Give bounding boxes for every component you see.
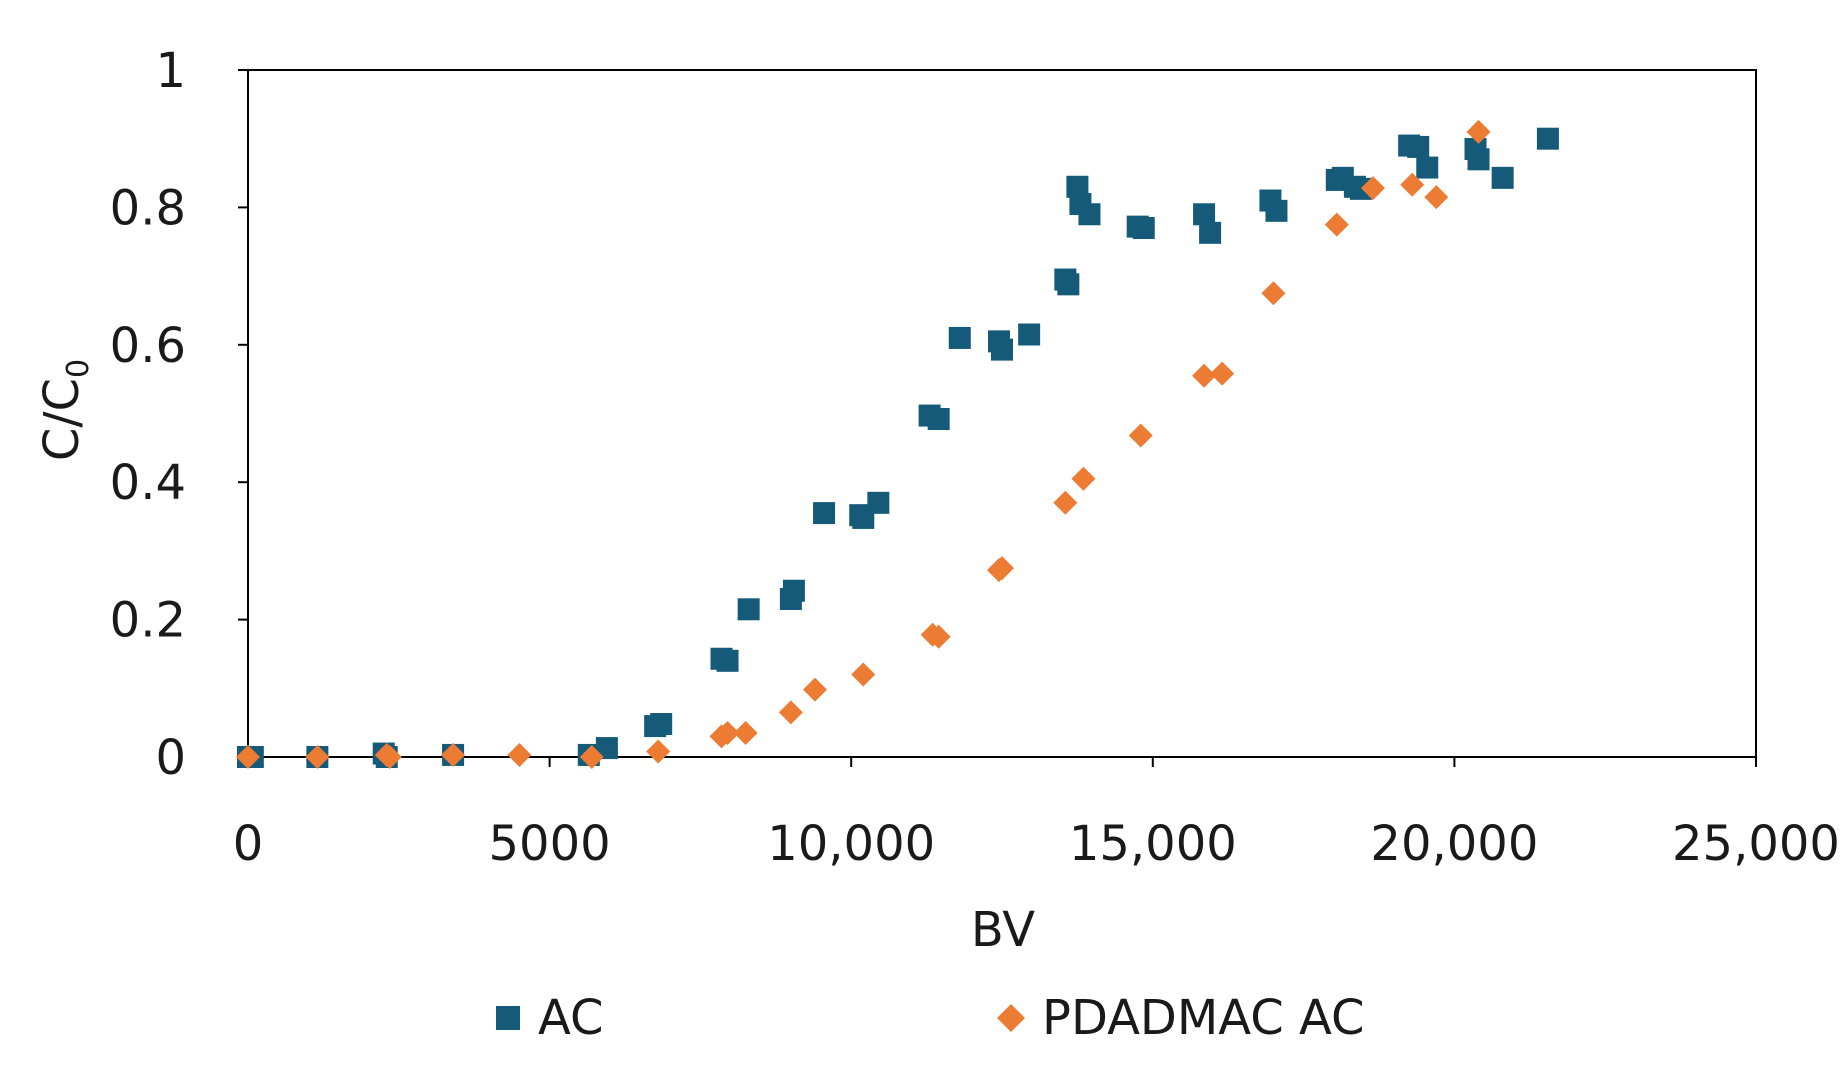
y-tick-label: 0.6 — [110, 318, 186, 374]
data-point — [377, 745, 402, 769]
plot-area — [247, 69, 1757, 758]
y-axis-title-main: C/C — [34, 378, 90, 461]
data-point — [782, 579, 805, 602]
x-axis: 0 5000 10,000 15,000 20,000 25,000 — [233, 757, 1840, 872]
data-point — [990, 556, 1014, 581]
data-point — [1466, 119, 1491, 144]
series-pdadmac-ac — [236, 119, 1491, 769]
data-series — [236, 119, 1559, 769]
data-point — [1053, 490, 1078, 515]
data-point — [1057, 273, 1080, 296]
data-point — [991, 338, 1013, 361]
x-tick-label: 20,000 — [1370, 816, 1538, 872]
data-point — [1193, 203, 1216, 226]
x-tick-label: 10,000 — [767, 816, 935, 872]
legend-item-ac: AC — [496, 990, 604, 1046]
data-point — [867, 491, 890, 514]
x-tick-label: 25,000 — [1672, 816, 1840, 872]
data-point — [650, 713, 673, 736]
data-point — [927, 407, 950, 430]
data-point — [803, 677, 828, 702]
y-tick-label: 0.4 — [110, 455, 186, 511]
data-point — [579, 745, 604, 769]
data-point — [1536, 127, 1559, 150]
data-point — [1128, 423, 1153, 448]
data-point — [595, 737, 618, 760]
x-tick-label: 5000 — [489, 816, 611, 872]
data-point — [1261, 281, 1286, 306]
x-tick-label: 0 — [233, 816, 264, 872]
data-point — [1407, 135, 1430, 158]
data-point — [1491, 166, 1514, 189]
data-point — [1360, 176, 1385, 201]
data-point — [507, 742, 532, 767]
legend-label-pdadmac-ac: PDADMAC AC — [1042, 990, 1365, 1046]
x-axis-title: BV — [971, 902, 1035, 958]
y-axis: 0 0.2 0.4 0.6 0.8 1 — [110, 43, 248, 786]
legend-item-pdadmac-ac: PDADMAC AC — [997, 990, 1365, 1046]
data-point — [813, 502, 836, 525]
data-point — [778, 700, 803, 725]
data-point — [1210, 361, 1235, 386]
data-point — [1467, 148, 1490, 171]
data-point — [1199, 221, 1222, 244]
data-point — [1324, 212, 1349, 237]
data-point — [1066, 175, 1089, 198]
y-tick-label: 1 — [155, 43, 186, 99]
data-point — [1192, 363, 1217, 388]
data-point — [1071, 466, 1096, 491]
data-point — [948, 326, 971, 349]
y-axis-title-subscript: 0 — [61, 359, 96, 378]
legend-swatch-ac — [496, 1006, 520, 1030]
data-point — [646, 739, 671, 764]
data-point — [1078, 203, 1101, 226]
data-point — [1400, 172, 1425, 197]
legend-label-ac: AC — [538, 990, 604, 1046]
y-tick-label: 0 — [155, 730, 186, 786]
y-tick-label: 0.2 — [110, 593, 186, 649]
data-point — [733, 720, 758, 745]
data-point — [715, 720, 740, 745]
legend-swatch-pdadmac-ac — [997, 1004, 1025, 1032]
data-point — [716, 649, 739, 672]
plot-border — [247, 69, 1757, 758]
data-point — [1132, 217, 1155, 240]
data-point — [1265, 199, 1288, 222]
series-ac — [237, 127, 1559, 768]
data-point — [1416, 156, 1439, 179]
x-tick-label: 15,000 — [1069, 816, 1237, 872]
data-point — [851, 662, 876, 687]
data-point — [926, 624, 951, 649]
data-point — [1018, 323, 1041, 346]
data-point — [305, 745, 330, 769]
data-point — [236, 745, 260, 769]
data-point — [737, 598, 760, 621]
y-tick-label: 0.8 — [110, 180, 186, 236]
data-point — [441, 742, 466, 767]
y-axis-title: C/C0 — [34, 359, 96, 461]
data-point — [1424, 185, 1449, 210]
legend: AC PDADMAC AC — [496, 990, 1365, 1046]
